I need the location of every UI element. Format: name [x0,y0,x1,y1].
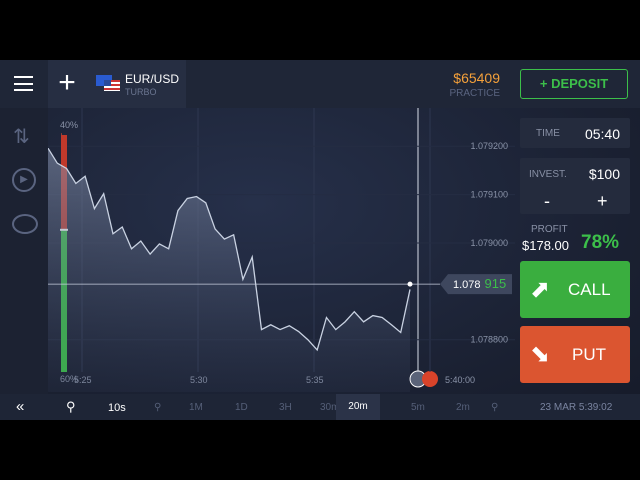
chart: 40% 60% PUT CALL 5:25 5:30 5:35 5:40:00 … [47,108,515,392]
asset-name: EUR/USD [125,72,180,86]
trade-panel: TIME 05:40 INVEST. $100 - + PROFIT $178.… [515,108,640,394]
price-tail: 915 [485,276,507,291]
x-tick-label: 5:40:00 [445,375,475,385]
minus-button[interactable]: - [544,191,550,211]
call-text: CALL [568,280,611,299]
finish-icon [422,371,438,387]
add-asset[interactable]: + [48,60,86,108]
zoom-in[interactable]: ⚲ [491,402,499,413]
draw-tool[interactable]: ⚲ [66,399,76,414]
scale-button[interactable]: 3H [279,402,292,413]
scale-button-selected[interactable]: 20m [336,394,380,420]
toolbar: « ⚲ 10s ⚲ 1M 1D 3H 30m 20m 5m 2m ⚲ 23 MA… [0,394,640,420]
scale-button[interactable]: 5m [411,402,425,413]
scale-button[interactable]: 2m [456,402,470,413]
time-box[interactable]: TIME 05:40 [520,118,630,148]
y-tick-label: 1.079100 [470,190,508,200]
balance[interactable]: $65409 [453,70,500,86]
price-main: 1.078 [453,279,481,291]
put-pct: 40% [60,120,78,130]
invest-value: $100 [588,166,620,182]
current-price-label: 1.078 915 [453,276,506,291]
trades-icon[interactable]: ⇅ [13,126,30,148]
put-text: PUT [572,345,606,364]
deposit-button[interactable]: + DEPOSIT [520,69,628,99]
call-button[interactable]: ⬈ CALL [520,261,630,318]
current-price-tag [440,274,512,295]
price-area [48,148,410,392]
scale-button[interactable]: 1D [235,402,248,413]
call-icon: ⬈ [530,276,551,303]
chat-icon[interactable] [12,214,38,234]
sidebar: ⇅ ▶ [0,108,48,394]
scale-button[interactable]: 30m [320,402,340,413]
y-tick-label: 1.079200 [470,141,508,151]
y-tick-label: 1.078800 [470,335,508,345]
flag-us [104,80,120,91]
plus-button[interactable]: + [597,191,608,211]
app: 40% 60% PUT CALL 5:25 5:30 5:35 5:40:00 … [0,60,640,420]
profit-value: $178.00 [522,238,569,253]
account-type[interactable]: PRACTICE [449,88,500,99]
y-tick-label: 1.079000 [470,238,508,248]
asset-mode: TURBO [125,87,157,97]
invest-label: INVEST. [529,169,567,180]
header: + EUR/USD TURBO $65409 PRACTICE + DEPOSI… [0,60,640,108]
put-button[interactable]: ⬊ PUT [520,326,630,383]
scale-button[interactable]: 1M [189,402,203,413]
datetime: 23 MAR 5:39:02 [540,402,613,413]
time-label: TIME [536,128,560,139]
menu-button[interactable] [14,76,33,91]
profit-label: PROFIT [531,224,568,235]
current-point [407,281,413,287]
video-icon[interactable]: ▶ [12,168,36,192]
asset-selector[interactable]: EUR/USD TURBO [86,60,186,108]
zoom-out[interactable]: ⚲ [154,402,162,413]
profit-percent: 78% [581,232,620,253]
interval[interactable]: 10s [108,402,126,414]
invest-box[interactable]: INVEST. $100 - + [520,158,630,214]
collapse-button[interactable]: « [16,398,25,415]
price-line [47,147,411,352]
put-icon: ⬊ [530,341,551,368]
time-value: 05:40 [584,126,620,142]
